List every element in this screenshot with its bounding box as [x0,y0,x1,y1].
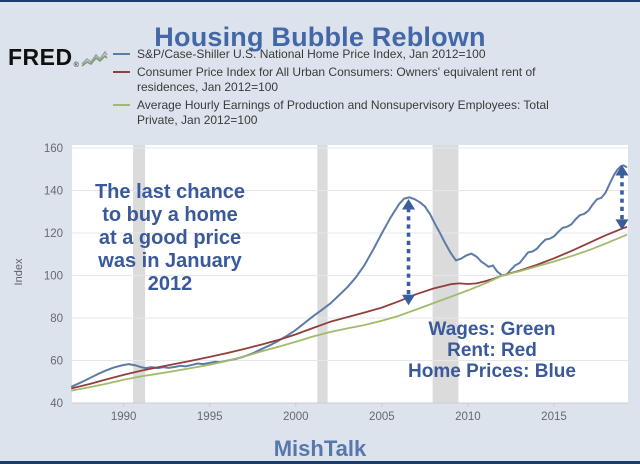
annotation-arrow-head-up [615,165,629,176]
y-axis-title: Index [13,258,25,286]
legend-item-label: Consumer Price Index for All Urban Consu… [137,64,536,95]
y-tick-label: 40 [50,398,63,410]
fred-sparkline-icon [81,50,108,67]
x-tick-label: 1995 [197,411,223,423]
annotation-key-line: Rent: Red [447,340,537,361]
annotation-note-line: to buy a home [102,204,238,226]
legend-item-rent: Consumer Price Index for All Urban Consu… [113,65,575,96]
annotation-arrow-head-up [402,199,416,210]
y-tick-label: 80 [50,313,63,325]
recession-band [133,145,146,403]
top-border [0,0,640,2]
legend-line-swatch [113,53,130,55]
legend-item-label: S&P/Case-Shiller U.S. National Home Pric… [137,47,486,61]
y-tick-label: 140 [44,186,63,198]
recession-band [317,145,328,403]
annotation-note-line: at a good price [98,227,242,249]
legend-item-home-prices: S&P/Case-Shiller U.S. National Home Pric… [113,47,575,63]
y-tick-label: 100 [44,271,63,283]
legend-line-swatch [113,70,130,73]
legend-item-label: Average Hourly Earnings of Production an… [137,97,549,128]
annotation-color-key: Wages: Green Rent: Red Home Prices: Blue [382,319,602,382]
annotation-arrow-head-down [615,219,629,230]
x-tick-label: 2015 [541,411,567,423]
x-tick-label: 1990 [111,411,137,423]
fred-logo: FRED ® [8,44,108,71]
y-tick-label: 120 [44,228,63,240]
x-tick-label: 2000 [283,411,309,423]
annotation-note-line: was in January [98,250,242,272]
legend-line-swatch [113,103,130,106]
bottom-border [0,461,640,464]
annotation-note: The last chance to buy a home at a good … [70,181,270,296]
chart-legend: S&P/Case-Shiller U.S. National Home Pric… [113,47,575,131]
annotation-note-line: The last chance [94,181,246,203]
fred-registered-mark: ® [73,62,79,69]
page-title: Housing Bubble Reblown [154,22,486,53]
series-line-home-prices [71,164,628,388]
y-tick-label: 60 [50,356,63,368]
annotation-key-line: Wages: Green [428,319,556,340]
annotation-note-line: 2012 [147,273,193,295]
legend-item-wages: Average Hourly Earnings of Production an… [113,98,575,129]
series-line-rent [71,226,628,390]
series-line-wages [71,234,628,392]
fred-logo-text: FRED [8,44,73,70]
annotation-arrow-head-down [402,294,416,306]
x-tick-label: 2010 [455,411,481,423]
annotation-key-line: Home Prices: Blue [408,361,576,382]
x-tick-label: 2005 [369,411,395,423]
y-tick-label: 160 [44,143,63,155]
watermark: MishTalk [273,436,367,461]
